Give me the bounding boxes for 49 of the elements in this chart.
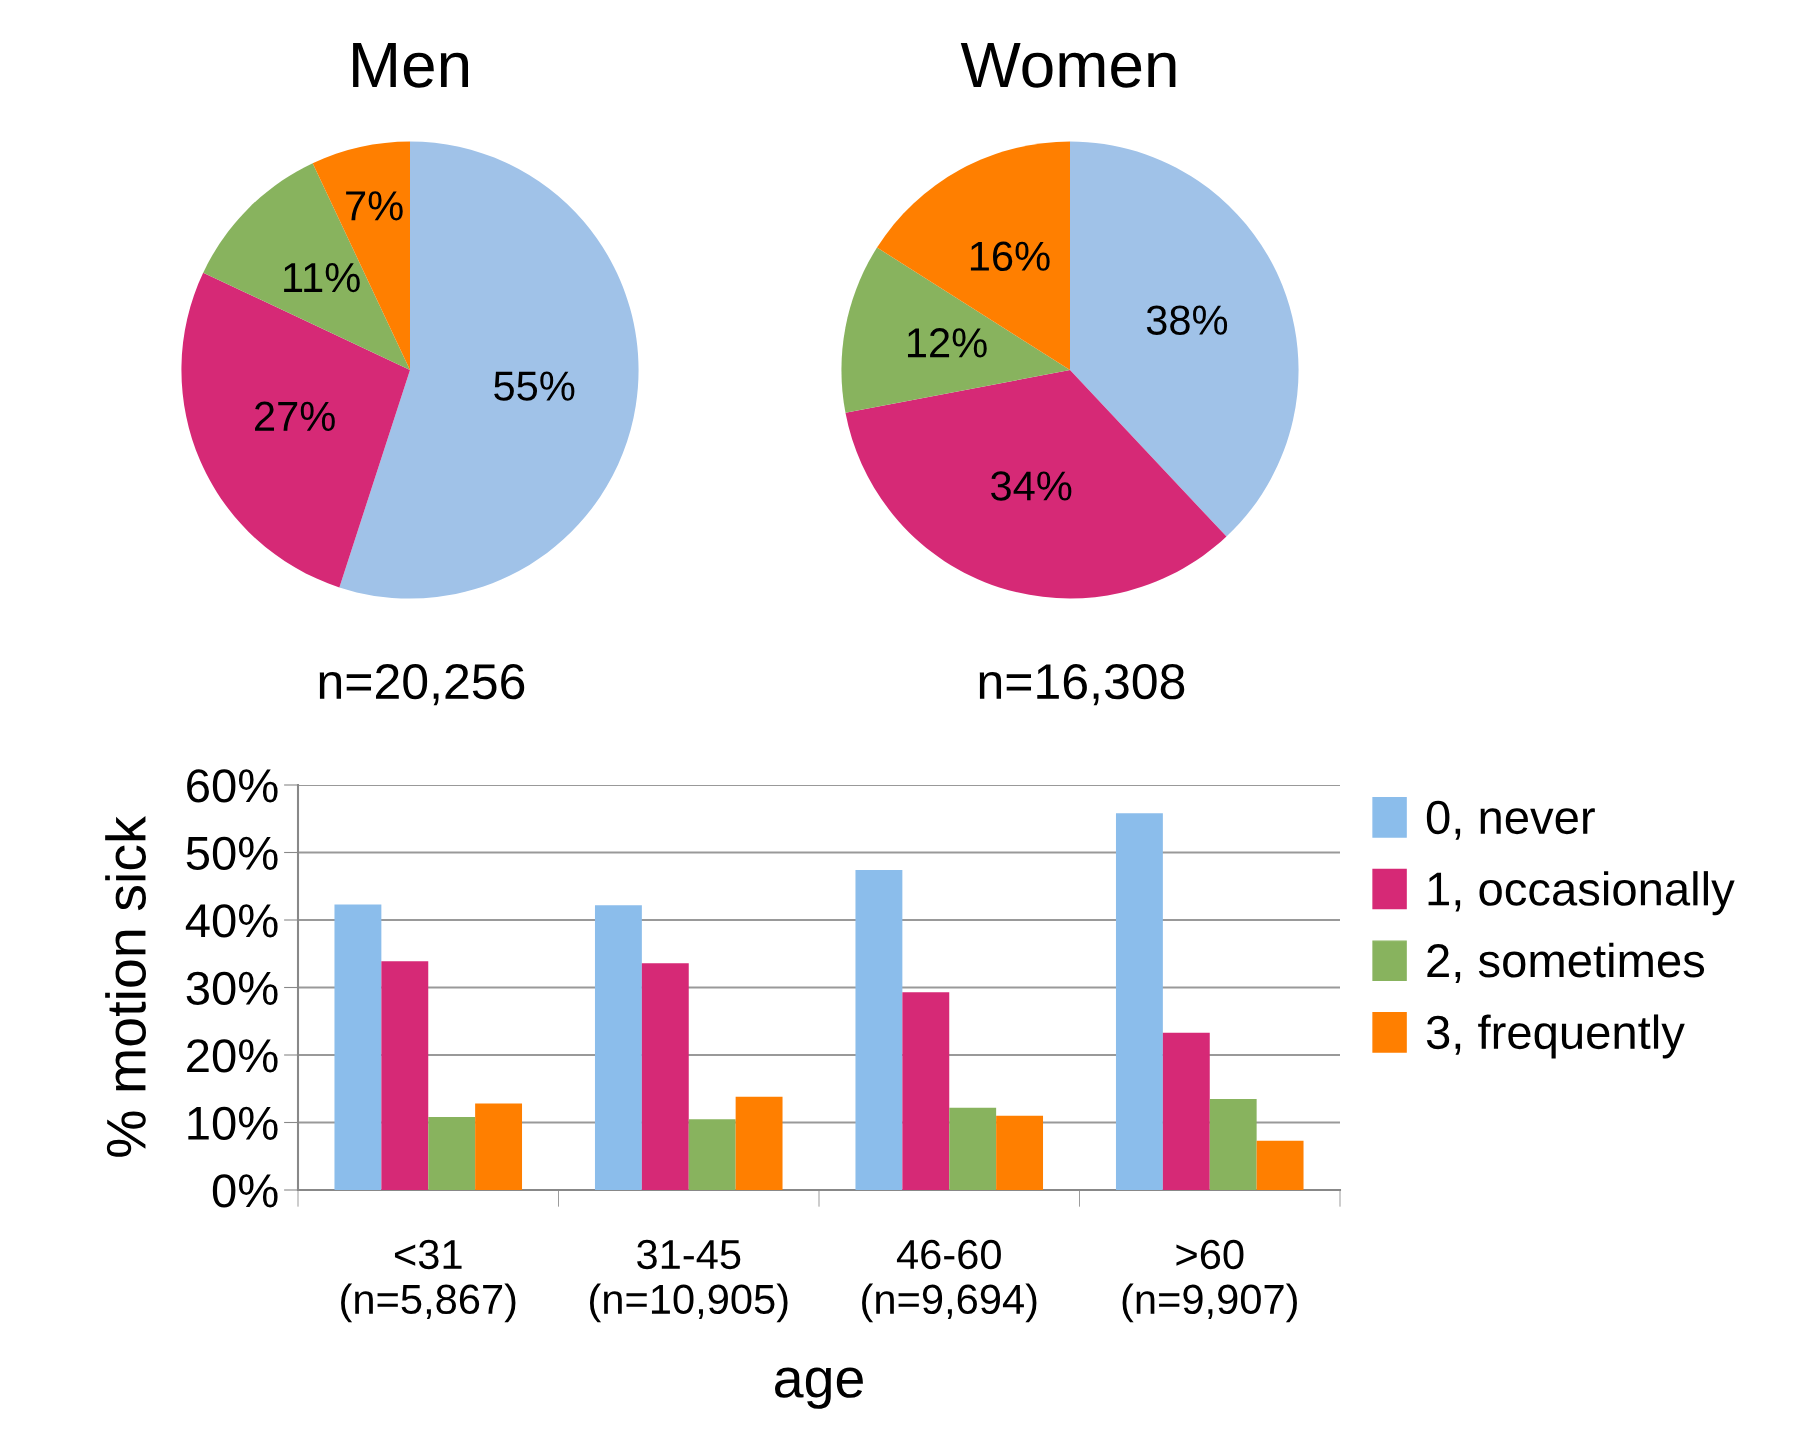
pie-slice [845,370,1227,599]
y-tick-label: 20% [187,1039,278,1073]
legend-label: 1, occasionally [1428,871,1735,916]
text: n=20,256 [319,663,525,706]
data-label: 7% [346,191,403,221]
bar [428,1117,476,1190]
chart-title: Women [960,43,1176,88]
data-label: 11% [284,262,360,293]
bar [688,1119,736,1190]
bar [641,963,689,1190]
data-label: 27% [255,401,335,431]
bar [381,961,429,1190]
bar [996,1115,1044,1190]
pie-slice [1070,141,1299,537]
y-axis-title: % motion sick [105,816,146,1157]
bar [902,992,950,1190]
bar [949,1107,997,1190]
bar [735,1096,783,1190]
pie-slice [877,141,1070,370]
bar [334,904,382,1190]
y-tick-label: 50% [186,836,278,871]
bar [475,1103,523,1190]
x-tick-label: >60 (n=9,907) [1122,1239,1297,1323]
pie-slice [203,163,410,370]
data-label: 38% [1146,305,1228,335]
x-tick-label: 46-60 (n=9,694) [862,1239,1037,1323]
bar [1256,1140,1304,1190]
bar [1209,1098,1257,1190]
y-tick-label: 0% [212,1174,278,1208]
y-tick-label: 30% [186,971,278,1006]
y-tick-label: 10% [188,1106,278,1141]
chart-title: Men [353,43,468,88]
y-tick-label: 40% [185,904,278,938]
bar [855,870,903,1190]
y-tick-label: 60% [187,769,278,803]
bar [1115,813,1163,1190]
x-tick-label: <31 (n=5,867) [341,1239,516,1323]
x-tick-label: 31-45 (n=10,905) [589,1239,788,1323]
data-label: 16% [970,241,1050,272]
text: n=16,308 [979,663,1185,706]
data-label: 12% [907,328,987,358]
legend-label: 2, sometimes [1427,942,1705,984]
bar [594,905,642,1190]
data-label: 55% [494,371,575,401]
data-label: 34% [991,471,1072,501]
legend-label: 3, frequently [1426,1014,1685,1059]
legend-label: 0, never [1426,800,1595,840]
bar [1162,1032,1210,1190]
x-axis-title: age [775,1367,863,1409]
